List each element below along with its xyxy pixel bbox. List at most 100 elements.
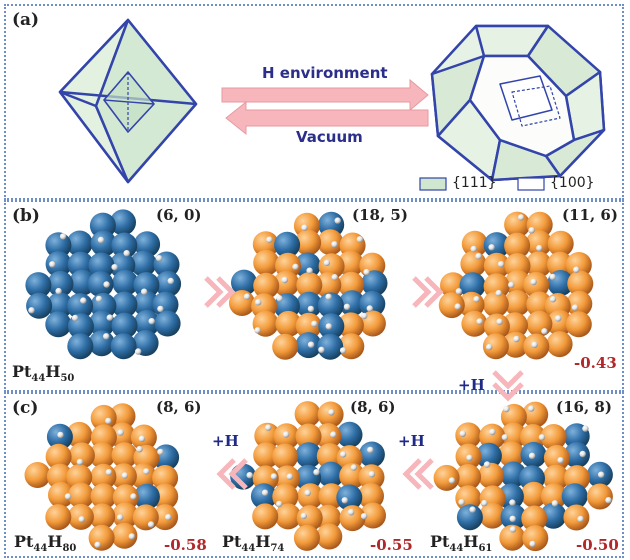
h-atom	[143, 468, 150, 475]
pt-atom	[89, 442, 116, 469]
pt-atom	[482, 291, 509, 318]
pt-atom	[295, 229, 322, 256]
pt-atom	[358, 441, 385, 468]
h-atom	[350, 464, 357, 471]
h-atom	[340, 451, 347, 458]
h-atom	[28, 307, 35, 314]
h-atom	[343, 303, 351, 310]
pt-atom	[231, 269, 257, 296]
pt-atom	[563, 442, 590, 468]
h-atom	[276, 500, 283, 508]
h-atom	[488, 244, 495, 251]
pt-atom	[111, 232, 138, 259]
cluster-c2-coord: (8, 6)	[350, 398, 396, 416]
pt-atom	[109, 403, 136, 430]
pt-atom	[112, 502, 139, 529]
h-atom	[475, 253, 482, 260]
h-atom	[489, 428, 496, 436]
pt-atom	[315, 504, 342, 531]
h-atom	[536, 244, 543, 252]
pt-atom	[253, 442, 280, 469]
pt-atom	[478, 462, 505, 489]
h-atom	[307, 341, 315, 348]
h-atom	[331, 274, 338, 281]
h-atom	[328, 409, 335, 416]
h-atom	[455, 288, 462, 295]
pt-atom	[455, 422, 482, 449]
pt-atom	[275, 503, 302, 530]
h-atom	[571, 304, 579, 311]
pt-atom	[254, 422, 281, 449]
h-atom	[509, 499, 516, 506]
pt-atom	[152, 483, 179, 510]
pt-atom	[540, 502, 567, 529]
pt-atom	[526, 230, 552, 257]
pt-atom	[498, 441, 525, 468]
h-atom	[363, 268, 370, 276]
h-atom	[157, 305, 164, 313]
h-atom	[486, 343, 493, 351]
pt-atom	[339, 290, 365, 317]
pt-atom	[567, 270, 594, 297]
pt-atom	[297, 483, 324, 510]
h-atom	[325, 293, 332, 300]
pt-atom	[336, 484, 363, 511]
pt-atom	[67, 293, 94, 320]
h-atom	[557, 457, 564, 464]
h-atom	[59, 233, 67, 240]
h-atom	[517, 214, 525, 221]
cluster-c1-pt44h80	[24, 403, 180, 551]
pt-atom	[296, 272, 323, 299]
h-atom	[579, 450, 586, 458]
plus-h-left-label: +H	[212, 432, 239, 450]
h-atom	[105, 417, 112, 425]
panel-a	[4, 4, 624, 200]
pt-atom	[111, 291, 138, 318]
h-atom	[325, 323, 332, 330]
pt-atom	[295, 442, 322, 469]
h-atom	[243, 293, 251, 300]
cluster-c2-formula: Pt44H74	[222, 532, 285, 555]
h-atom	[318, 346, 325, 353]
pt-atom	[112, 269, 139, 296]
panel-b	[4, 200, 624, 392]
pt-atom	[502, 331, 529, 358]
legend-label-100: {100}	[550, 175, 595, 191]
h-atom	[331, 241, 338, 248]
h-atom	[368, 471, 375, 478]
h-atom	[367, 446, 374, 454]
pt-atom	[546, 331, 573, 358]
h-atom	[330, 431, 337, 438]
pt-atom	[155, 270, 182, 297]
h-atom	[448, 477, 456, 484]
h-atom	[549, 273, 556, 281]
pt-atom	[130, 463, 157, 490]
pt-atom	[275, 310, 302, 337]
pt-atom	[253, 249, 280, 276]
legend-label-111: {111}	[452, 175, 497, 191]
pt-atom	[483, 252, 510, 279]
h-atom	[130, 493, 137, 500]
h-atom	[573, 266, 580, 273]
h-atom	[281, 276, 288, 284]
h-atom	[469, 506, 476, 513]
pt-atom	[339, 505, 366, 532]
panel-c-label: (c)	[12, 398, 39, 418]
h-atom	[141, 288, 148, 295]
pt-atom	[482, 333, 509, 360]
chevron-right-icon-b2	[412, 276, 444, 308]
h-atom	[55, 287, 62, 295]
pt-atom	[293, 524, 320, 551]
pt-atom	[504, 232, 531, 259]
pt-atom	[134, 231, 161, 258]
h-atom	[509, 515, 516, 522]
h-atom	[254, 327, 261, 334]
pt-atom	[88, 252, 115, 279]
pt-atom	[316, 443, 343, 470]
pt-atom	[525, 251, 552, 278]
pt-atom	[154, 310, 181, 337]
pt-atom	[48, 481, 74, 508]
h-atom	[105, 469, 113, 476]
h-atom	[531, 341, 538, 348]
h-atom	[529, 540, 536, 548]
